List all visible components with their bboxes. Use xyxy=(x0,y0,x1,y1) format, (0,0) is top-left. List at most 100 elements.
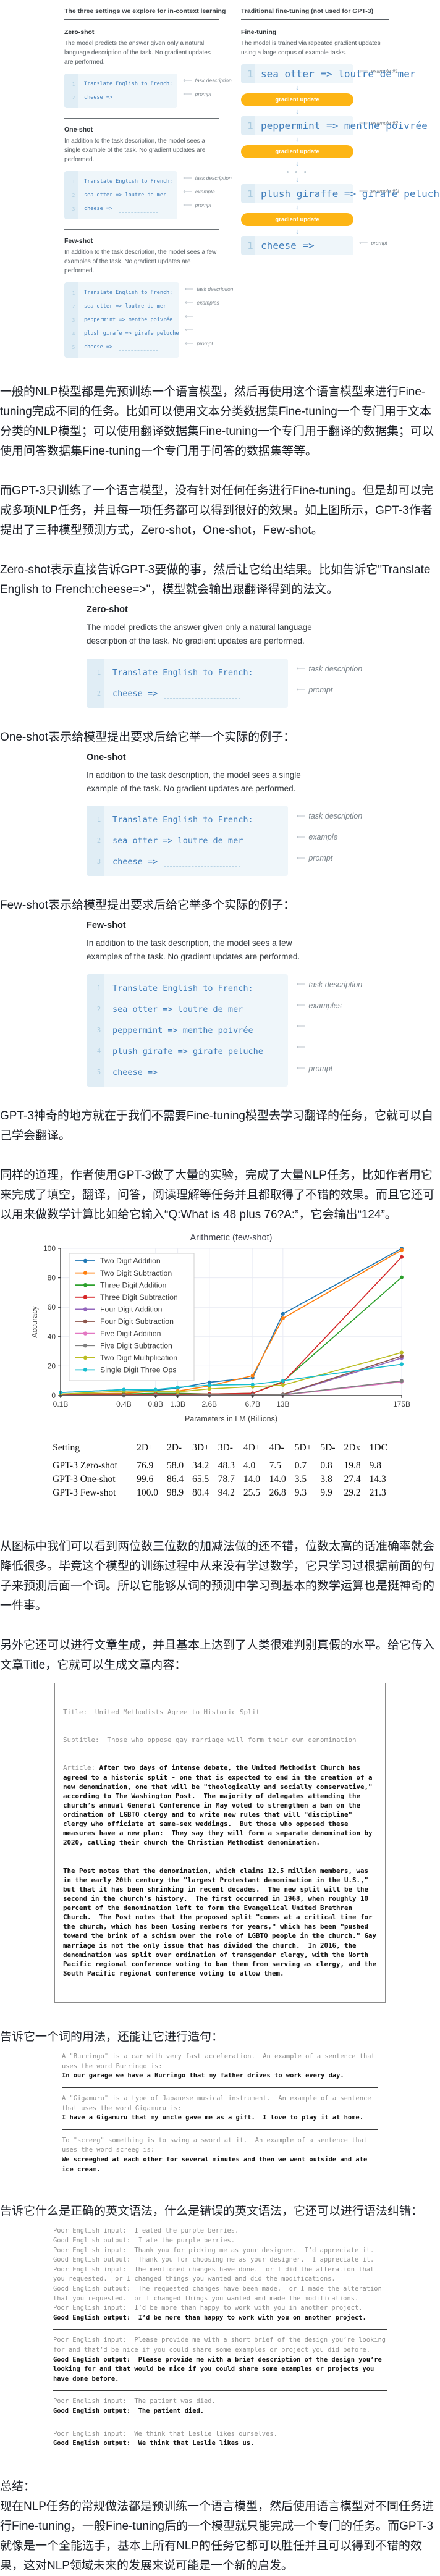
word-prompt: A "Burringo" is a car with very fast acc… xyxy=(62,2053,379,2070)
annotation-row: ⟵ task description xyxy=(183,74,231,87)
code-text: cheese => xyxy=(112,1067,158,1077)
line-number: 2 xyxy=(72,95,75,101)
line-number: 1 xyxy=(72,179,75,185)
table-header-row: Setting 2D+ 2D- 3D+ 3D- 4D+ 4D- 5D+ 5D- 2Dx 1DC xyxy=(48,1438,392,1457)
grammar-correction-box: Poor English input: I eated the purple b… xyxy=(53,2226,387,2449)
svg-text:80: 80 xyxy=(48,1273,56,1282)
code-line: 4 plush girafe => girafe peluche xyxy=(72,327,179,340)
table-cell: 80.4 xyxy=(188,1486,214,1502)
table-cell: GPT-3 Zero-shot xyxy=(53,1460,117,1471)
column-header: 4D- xyxy=(264,1438,290,1457)
table-cell: 86.4 xyxy=(166,1473,184,1484)
left-arrow-icon: ⟵ xyxy=(297,981,306,988)
code-line: 2 sea otter => loutre de mer xyxy=(97,999,283,1020)
code-text: cheese => xyxy=(84,206,113,212)
grammar-line: Good English output: I ate the purple be… xyxy=(53,2236,235,2244)
summary-text: 现在NLP任务的常规做法都是预训练一个语言模型，然后使用语言模型对不同任务进行F… xyxy=(0,2499,434,2572)
column-header: 4D+ xyxy=(239,1438,265,1457)
annotation-row: ⟵ prompt xyxy=(183,198,231,212)
article-body: Article: After two days of intense debat… xyxy=(63,1763,377,1847)
column-header: 3D+ xyxy=(188,1438,214,1457)
left-arrow-icon: ⟵ xyxy=(183,201,192,209)
left-arrow-icon: ⟵ xyxy=(359,67,368,75)
annotation-label: task description xyxy=(308,664,363,673)
column-header: Setting xyxy=(48,1438,133,1457)
table-cell: 9.9 xyxy=(316,1486,340,1502)
heading-rule xyxy=(241,19,389,20)
svg-text:0.1B: 0.1B xyxy=(53,1400,69,1408)
annotation-column: ⟵ task description ⟵ example ⟵ prompt xyxy=(297,806,362,869)
table-body: GPT-3 Zero-shot 76.9 58.0 34.2 48.3 4.0 7.5 0.7… xyxy=(48,1457,392,1502)
article-label: Article: xyxy=(63,1764,99,1772)
table-cell: 0.8 xyxy=(320,1460,332,1471)
paragraph: 另外它还可以进行文章生成，并且基本上达到了人类很难判别真假的水平。给它传入文章T… xyxy=(0,1638,435,1672)
grammar-line: Good English output: The requested chang… xyxy=(53,2284,386,2302)
article-title-line: Title: United Methodists Agree to Histor… xyxy=(63,1707,260,1716)
left-arrow-icon: ⟵ xyxy=(297,1023,306,1030)
code-line: 2 sea otter => loutre de mer xyxy=(72,188,172,202)
finetuning-column: Traditional fine-tuning (not used for GP… xyxy=(241,7,440,358)
line-number: 2 xyxy=(96,1005,101,1013)
line-number: 5 xyxy=(96,1068,101,1076)
panel-desc: The model predicts the answer given only… xyxy=(87,623,312,646)
svg-text:Accuracy: Accuracy xyxy=(30,1305,39,1337)
annotation-label: example #N xyxy=(371,188,399,194)
code-text: cheese => xyxy=(112,688,158,699)
code-text: cheese => xyxy=(84,95,113,101)
table-header: Setting 2D+ 2D- 3D+ 3D- 4D+ 4D- 5D+ 5D- 2Dx 1DC xyxy=(48,1438,392,1457)
arithmetic-chart: 0 20 40 60 80 100 0.1B 0.4B 0.8B 1.3B 2.6B 6.7B 13B 1… xyxy=(28,1230,412,1429)
paragraph: One-shot表示给模型提出要求后给它举一个实际的例子： xyxy=(0,730,295,744)
svg-text:0: 0 xyxy=(51,1391,56,1400)
code-text: peppermint => menthe poivrée xyxy=(84,317,173,323)
down-arrow-icon: ↓ xyxy=(295,176,299,183)
zero-shot-code-block: 1 Translate English to French: 2 cheese => ⟵… xyxy=(64,74,232,108)
code-text: sea otter => loutre de mer xyxy=(112,1004,243,1014)
annotation-label: examples xyxy=(308,1001,342,1010)
code-text: plush girafe => girafe peluche xyxy=(112,1046,263,1056)
line-number: 3 xyxy=(72,317,75,323)
finetune-example-row: 1 plush giraffe => girafe peluche ⟵ example… xyxy=(241,184,440,203)
svg-text:Three Digit Subtraction: Three Digit Subtraction xyxy=(100,1293,178,1302)
finetuning-title: Fine-tuning xyxy=(241,28,277,36)
code-text: plush giraffe => girafe peluche xyxy=(261,188,440,200)
table-cell: 14.0 xyxy=(243,1473,261,1484)
finetune-example-row: 1 cheese => ⟵ prompt xyxy=(241,236,389,255)
zero-shot-panel: Zero-shot The model predicts the answer … xyxy=(87,605,440,708)
word-prompt: To "screeg" something is to swing a swor… xyxy=(62,2136,371,2154)
annotation-column: ⟵ task description ⟵ prompt xyxy=(297,659,362,701)
prompt-dashed-line xyxy=(164,697,241,699)
annotation-row: ⟵ prompt xyxy=(297,680,362,701)
code-line: 3 peppermint => menthe poivrée xyxy=(97,1020,283,1041)
column-header: 2D- xyxy=(162,1438,188,1457)
table-cell: 14.0 xyxy=(269,1473,286,1484)
prompt-dashed-line xyxy=(119,100,159,101)
code-text: peppermint => menthe poivrée xyxy=(112,1025,253,1035)
panel-title: Zero-shot xyxy=(87,605,128,615)
panel-title: Few-shot xyxy=(87,920,126,931)
svg-text:Arithmetic (few-shot): Arithmetic (few-shot) xyxy=(190,1233,273,1243)
column-header: 1DC xyxy=(365,1438,392,1457)
left-arrow-icon: ⟵ xyxy=(297,833,306,841)
prompt-dashed-line xyxy=(119,350,159,351)
code-text: Translate English to French: xyxy=(112,983,253,993)
annotation-row: ⟵ prompt xyxy=(185,337,233,350)
annotation-column: ⟵ example #2 xyxy=(359,116,398,130)
table-cell: 9.3 xyxy=(290,1486,316,1502)
prompt-dashed-line xyxy=(119,211,159,213)
code-line: 3 cheese => xyxy=(72,202,172,216)
column-header: 5D+ xyxy=(290,1438,316,1457)
annotation-label: example xyxy=(308,833,338,842)
ellipsis-dots: ∘ ∘ ∘ xyxy=(286,169,309,175)
table-cell: 7.5 xyxy=(269,1460,281,1471)
summary-title: 总结： xyxy=(0,2480,36,2493)
few-shot-panel: Few-shot In addition to the task descrip… xyxy=(87,920,440,1087)
code-text: cheese => xyxy=(112,857,158,867)
paragraph: 而GPT-3只训练了一个语言模型，没有针对任何任务进行Fine-tuning。但… xyxy=(0,484,433,537)
finetune-example-row: 1 sea otter => loutre de mer ⟵ example #1 xyxy=(241,64,415,83)
code-line: 1 Translate English to French: xyxy=(97,809,283,830)
example-divider xyxy=(62,2087,378,2089)
paragraph: Zero-shot表示直接告诉GPT-3要做的事，然后让它给出结果。比如告诉它"… xyxy=(0,563,431,596)
zero-shot-desc: The model predicts the answer given only… xyxy=(64,40,211,65)
svg-text:0.8B: 0.8B xyxy=(148,1400,163,1408)
svg-text:60: 60 xyxy=(48,1303,56,1311)
